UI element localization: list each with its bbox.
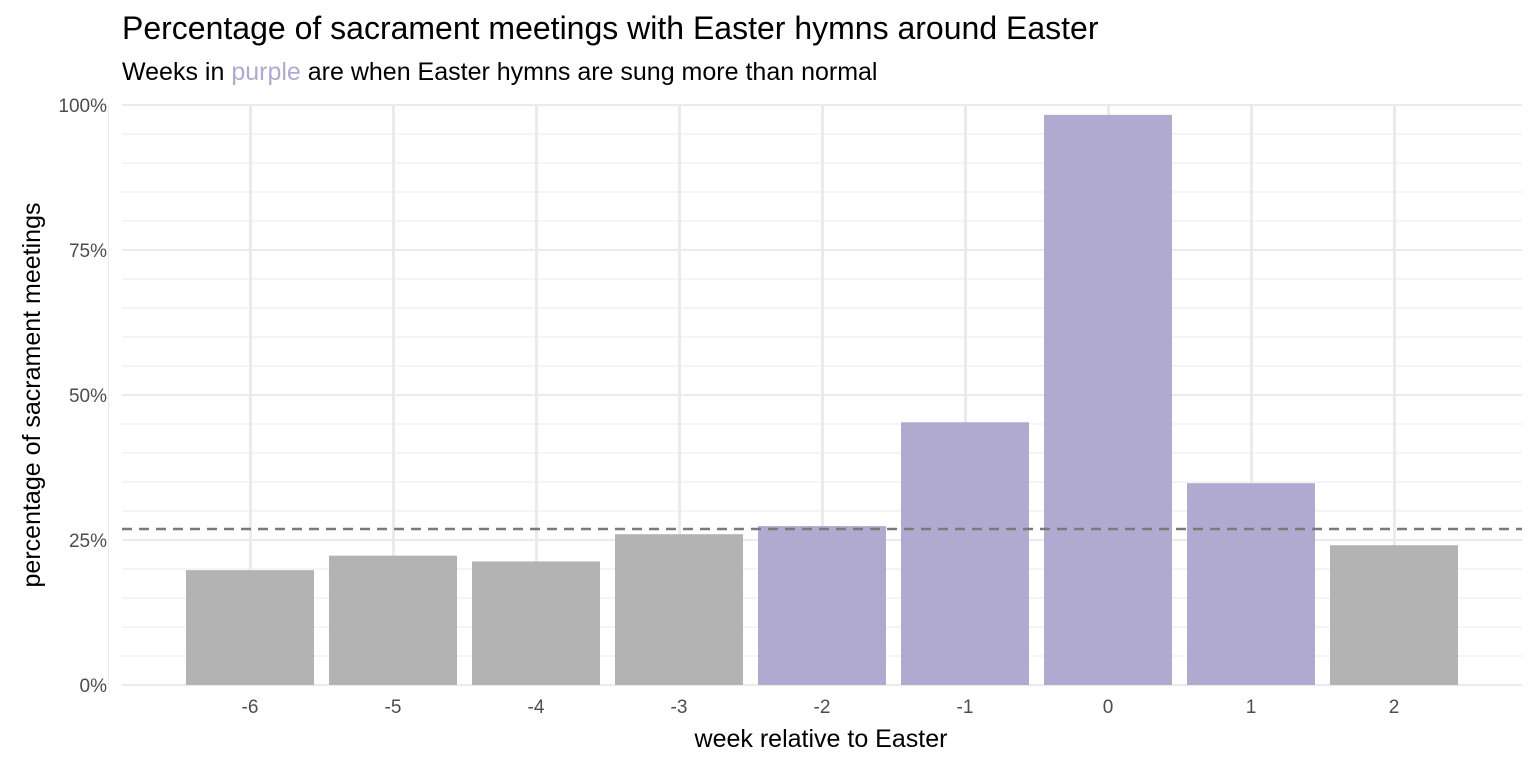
bar-week--2 <box>758 526 886 685</box>
bar-week--6 <box>186 570 314 685</box>
x-tick-label: -4 <box>528 697 545 718</box>
x-tick-label: -1 <box>957 697 974 718</box>
x-axis-title: week relative to Easter <box>694 725 948 753</box>
y-axis-ticks: 0% 25% 50% 75% 100% <box>58 96 107 697</box>
chart-subtitle: Weeks in purple are when Easter hymns ar… <box>122 56 878 88</box>
x-tick-label: 2 <box>1389 697 1400 718</box>
x-tick-label: -3 <box>671 697 688 718</box>
x-tick-label: 1 <box>1246 697 1257 718</box>
x-axis-ticks: -6 -5 -4 -3 -2 -1 0 1 2 <box>242 697 1400 718</box>
x-tick-label: -5 <box>385 697 402 718</box>
bar-week--1 <box>901 422 1029 685</box>
x-tick-label: -2 <box>814 697 831 718</box>
y-tick-label: 0% <box>80 676 108 697</box>
y-tick-label: 75% <box>69 241 107 262</box>
y-tick-label: 100% <box>58 96 107 117</box>
bar-week--5 <box>329 555 457 685</box>
y-tick-label: 25% <box>69 531 107 552</box>
bar-week-0 <box>1044 114 1172 686</box>
bars <box>186 114 1458 686</box>
x-tick-label: -6 <box>242 697 259 718</box>
bar-week-1 <box>1187 483 1315 685</box>
bar-week-2 <box>1330 545 1458 685</box>
x-tick-label: 0 <box>1103 697 1114 718</box>
bar-week--3 <box>615 534 743 685</box>
subtitle-highlight: purple <box>231 58 301 86</box>
subtitle-suffix: are when Easter hymns are sung more than… <box>300 58 878 86</box>
y-tick-label: 50% <box>69 386 107 407</box>
y-axis-title: percentage of sacrament meetings <box>18 203 46 588</box>
bar-week--4 <box>472 561 600 685</box>
subtitle-prefix: Weeks in <box>122 58 232 86</box>
chart-title: Percentage of sacrament meetings with Ea… <box>122 10 1099 46</box>
